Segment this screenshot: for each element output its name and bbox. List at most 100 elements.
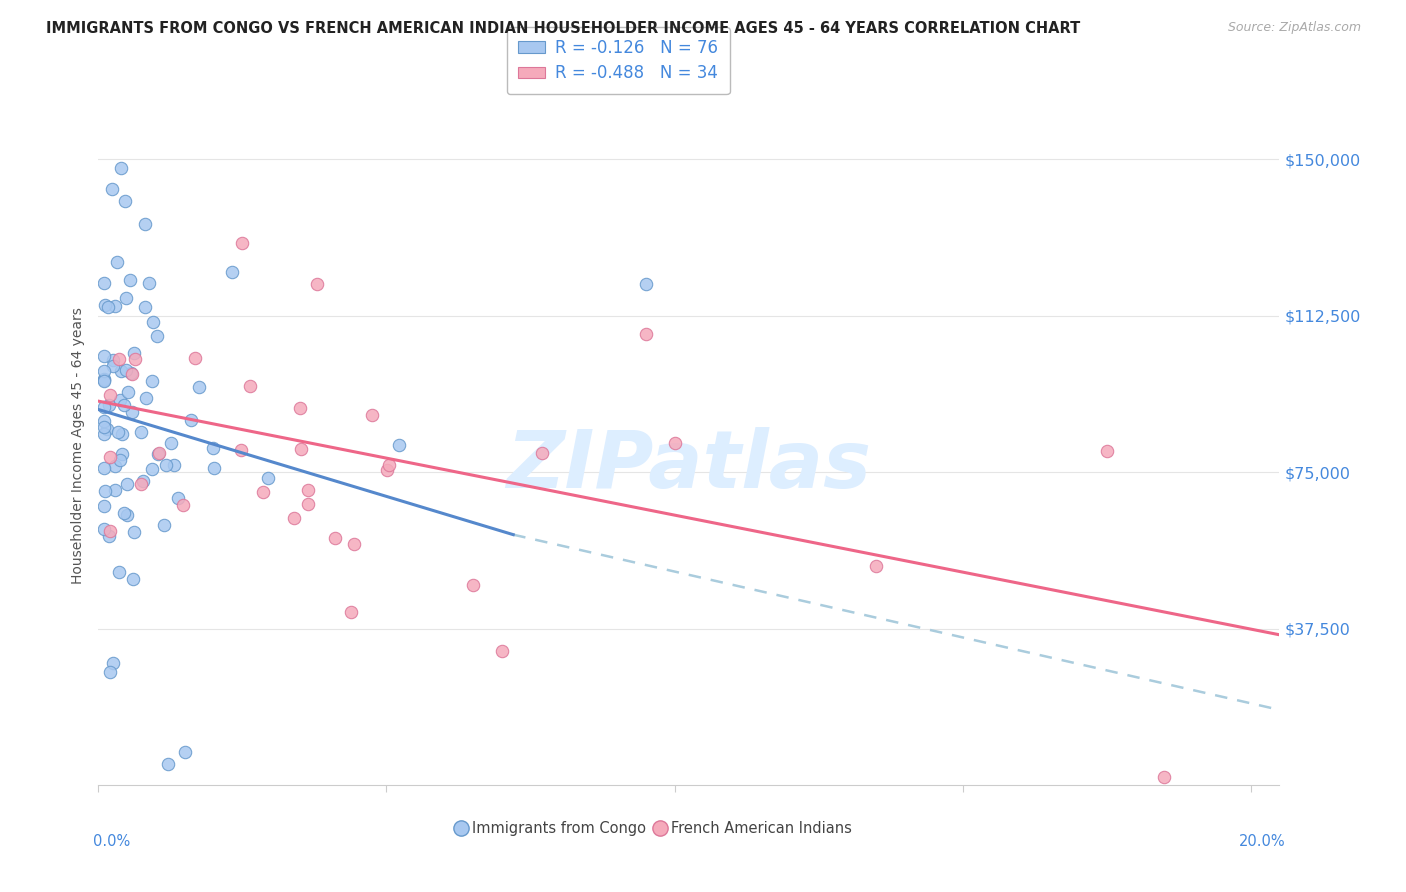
Text: ZIPatlas: ZIPatlas: [506, 427, 872, 506]
Point: [135, 391, 157, 405]
Point: [93, 414, 115, 428]
Point: [145, 329, 167, 343]
Point: [122, 524, 145, 539]
Point: [108, 452, 131, 467]
Point: [93, 373, 115, 387]
Point: [115, 363, 138, 377]
Point: [461, 578, 484, 592]
Point: [634, 326, 657, 341]
Point: [491, 644, 513, 658]
Point: [188, 379, 211, 393]
Point: [121, 404, 143, 418]
Point: [361, 408, 384, 422]
Point: [114, 194, 136, 208]
Point: [142, 315, 165, 329]
Point: [98, 524, 121, 539]
Point: [297, 483, 319, 497]
Point: [93, 420, 115, 434]
Point: [375, 463, 398, 477]
Point: [173, 745, 195, 759]
Text: Source: ZipAtlas.com: Source: ZipAtlas.com: [1227, 21, 1361, 34]
Point: [108, 393, 131, 408]
Point: [98, 665, 121, 679]
Point: [148, 446, 170, 460]
Point: [202, 441, 225, 455]
Point: [94, 484, 117, 499]
Point: [124, 351, 146, 366]
Legend: Immigrants from Congo, French American Indians: Immigrants from Congo, French American I…: [449, 815, 858, 842]
Point: [111, 447, 134, 461]
Point: [107, 425, 129, 439]
Point: [112, 398, 135, 412]
Point: [112, 506, 135, 520]
Point: [148, 446, 170, 460]
Point: [155, 458, 177, 473]
Point: [323, 532, 346, 546]
Point: [297, 497, 319, 511]
Text: IMMIGRANTS FROM CONGO VS FRENCH AMERICAN INDIAN HOUSEHOLDER INCOME AGES 45 - 64 : IMMIGRANTS FROM CONGO VS FRENCH AMERICAN…: [46, 21, 1081, 36]
Point: [307, 277, 329, 292]
Point: [103, 353, 125, 368]
Point: [141, 462, 163, 476]
Point: [97, 300, 120, 314]
Point: [202, 460, 225, 475]
Point: [111, 426, 134, 441]
Point: [93, 371, 115, 385]
Point: [101, 359, 124, 374]
Point: [101, 656, 124, 670]
Point: [100, 182, 122, 196]
Point: [122, 572, 145, 586]
Point: [231, 235, 253, 250]
Point: [98, 450, 121, 464]
Point: [180, 413, 202, 427]
Point: [93, 460, 115, 475]
Point: [110, 161, 132, 175]
Point: [117, 385, 139, 400]
Point: [378, 458, 401, 473]
Point: [141, 374, 163, 388]
Point: [105, 255, 128, 269]
Point: [93, 364, 115, 378]
Point: [104, 459, 127, 474]
Point: [93, 427, 115, 442]
Point: [121, 367, 143, 381]
Point: [343, 537, 366, 551]
Point: [229, 443, 252, 458]
Point: [98, 388, 121, 402]
Point: [634, 277, 657, 292]
Point: [290, 442, 312, 457]
Point: [108, 351, 131, 366]
Point: [93, 400, 115, 414]
Point: [97, 398, 120, 412]
Text: 20.0%: 20.0%: [1239, 834, 1285, 849]
Point: [104, 483, 127, 498]
Point: [388, 438, 411, 452]
Point: [153, 517, 176, 532]
Point: [664, 435, 686, 450]
Point: [131, 476, 153, 491]
Point: [134, 300, 156, 314]
Point: [163, 458, 186, 472]
Point: [531, 446, 554, 460]
Point: [1095, 444, 1118, 458]
Point: [159, 436, 181, 450]
Point: [132, 474, 155, 488]
Point: [114, 292, 136, 306]
Text: 0.0%: 0.0%: [93, 834, 129, 849]
Point: [94, 297, 117, 311]
Point: [256, 471, 278, 485]
Point: [93, 277, 115, 291]
Point: [221, 265, 243, 279]
Point: [156, 757, 179, 772]
Point: [93, 500, 115, 514]
Point: [239, 379, 262, 393]
Point: [120, 273, 142, 287]
Y-axis label: Householder Income Ages 45 - 64 years: Householder Income Ages 45 - 64 years: [72, 308, 86, 584]
Point: [122, 345, 145, 359]
Point: [110, 364, 132, 378]
Point: [865, 559, 887, 574]
Point: [120, 366, 142, 380]
Point: [93, 350, 115, 364]
Point: [93, 522, 115, 536]
Point: [108, 565, 131, 579]
